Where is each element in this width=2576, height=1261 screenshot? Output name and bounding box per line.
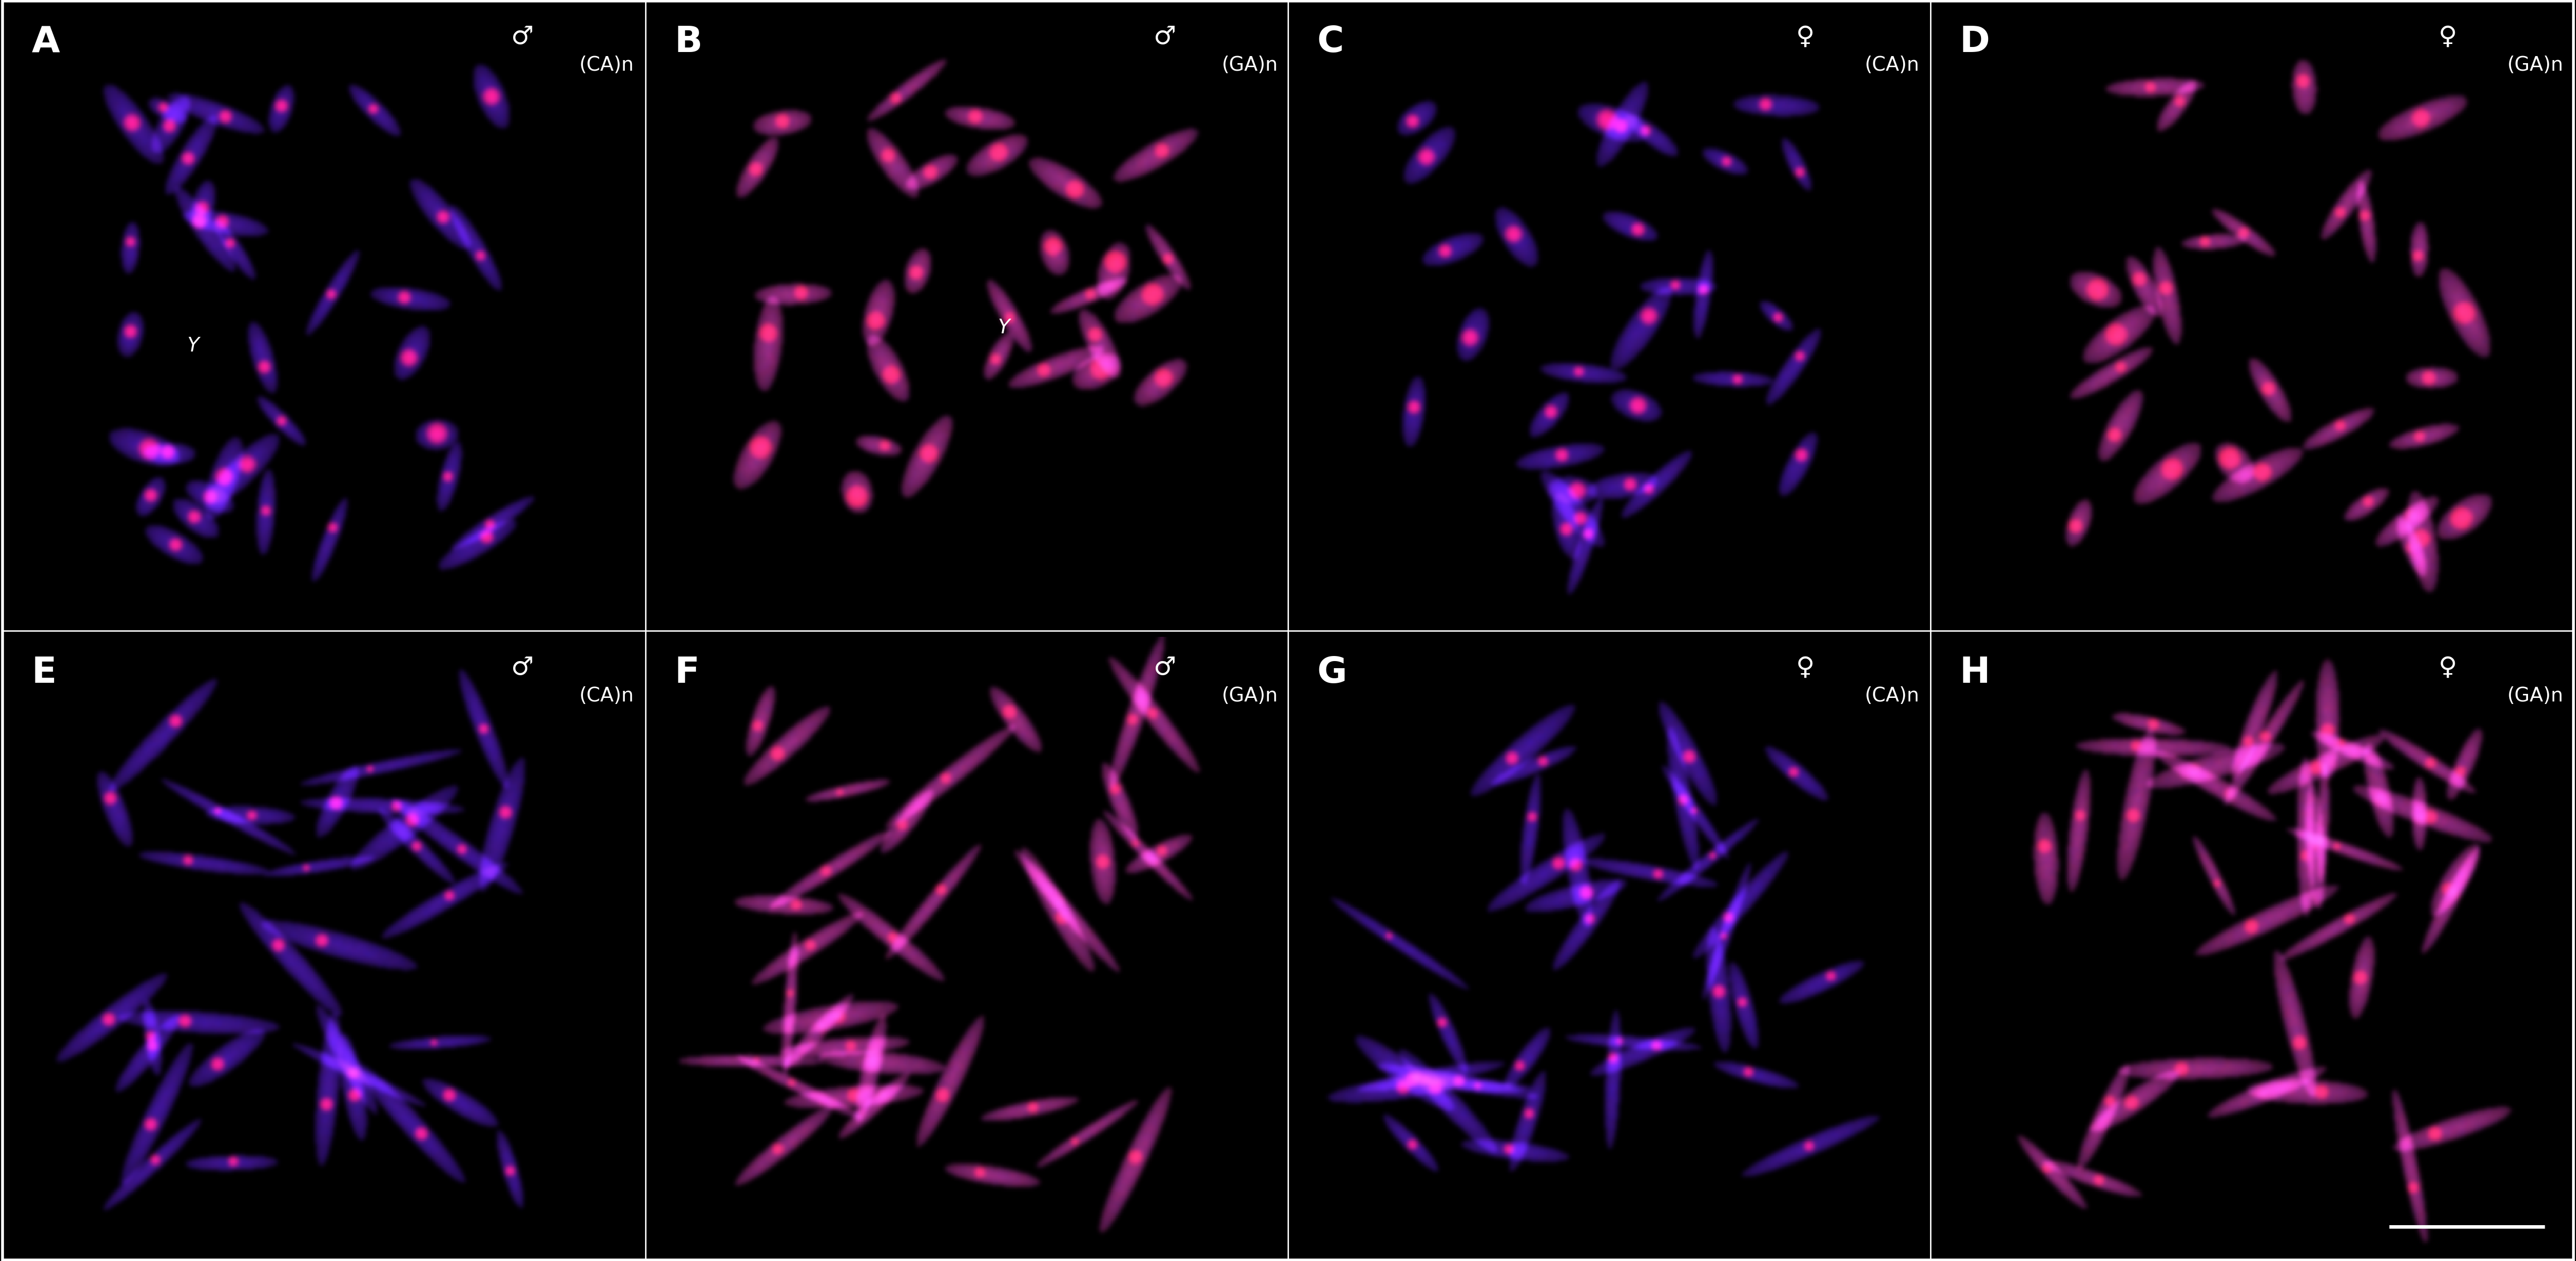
Text: ♀: ♀ bbox=[2439, 656, 2458, 680]
Text: ♀: ♀ bbox=[1795, 25, 1814, 49]
Text: (CA)n: (CA)n bbox=[580, 55, 634, 74]
Text: Y: Y bbox=[997, 318, 1010, 337]
Text: ♂: ♂ bbox=[1154, 25, 1175, 49]
Text: ♀: ♀ bbox=[1795, 656, 1814, 680]
Text: G: G bbox=[1316, 656, 1347, 690]
Text: D: D bbox=[1960, 25, 1991, 59]
Text: ♂: ♂ bbox=[510, 656, 533, 680]
Text: (GA)n: (GA)n bbox=[1221, 55, 1278, 74]
Text: F: F bbox=[675, 656, 698, 690]
Text: Y: Y bbox=[188, 337, 198, 356]
Text: (GA)n: (GA)n bbox=[1221, 686, 1278, 705]
Text: ♂: ♂ bbox=[510, 25, 533, 49]
Text: C: C bbox=[1316, 25, 1345, 59]
Text: (CA)n: (CA)n bbox=[1865, 686, 1919, 705]
Text: A: A bbox=[31, 25, 59, 59]
Text: B: B bbox=[675, 25, 703, 59]
Text: (GA)n: (GA)n bbox=[2506, 686, 2563, 705]
Text: H: H bbox=[1960, 656, 1991, 690]
Text: E: E bbox=[31, 656, 57, 690]
Text: ♀: ♀ bbox=[2439, 25, 2458, 49]
Text: (GA)n: (GA)n bbox=[2506, 55, 2563, 74]
Text: (CA)n: (CA)n bbox=[1865, 55, 1919, 74]
Text: ♂: ♂ bbox=[1154, 656, 1175, 680]
Text: (CA)n: (CA)n bbox=[580, 686, 634, 705]
